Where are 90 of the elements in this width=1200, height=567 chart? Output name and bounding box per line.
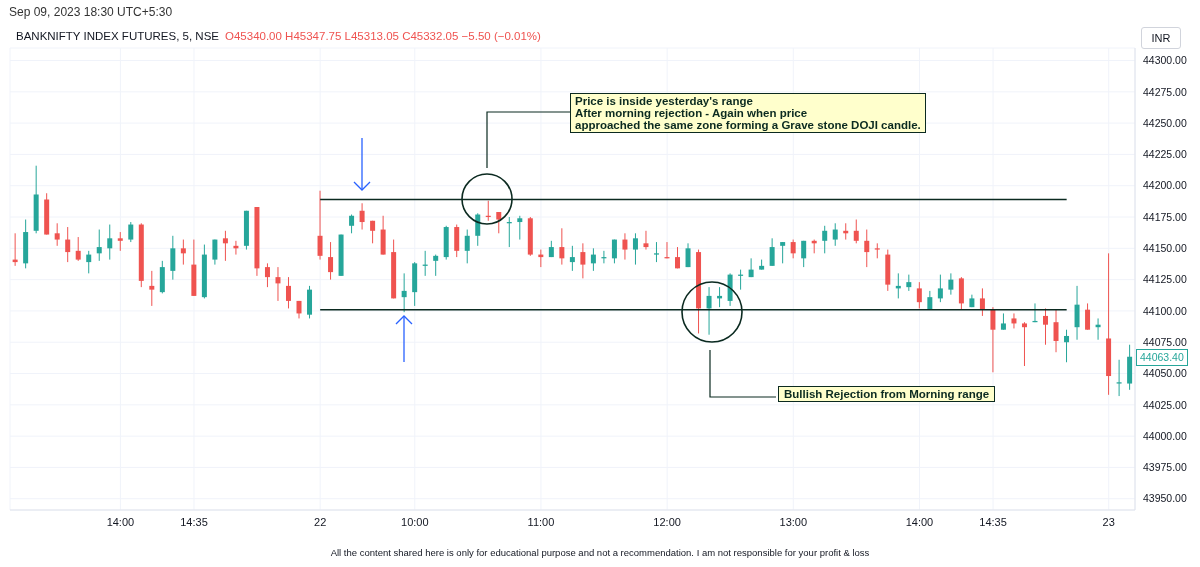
text: INR: [1141, 27, 1181, 49]
candlestick: [496, 211, 502, 234]
y-tick-label: 44275.00: [1143, 85, 1187, 98]
candlestick: [264, 262, 270, 288]
candlestick: [937, 274, 943, 303]
candlestick: [1074, 285, 1080, 341]
y-tick-label: 44150.00: [1143, 242, 1187, 255]
candlestick: [1085, 302, 1091, 331]
x-tick-label: 10:00: [401, 515, 429, 528]
y-tick-label: 44300.00: [1143, 54, 1187, 67]
candlestick: [180, 239, 186, 266]
candlestick: [170, 235, 176, 281]
y-tick-label: 44000.00: [1143, 429, 1187, 442]
y-tick-label: 44075.00: [1143, 335, 1187, 348]
candlestick: [769, 237, 775, 267]
candlestick: [464, 229, 470, 264]
y-tick-label: 44125.00: [1143, 273, 1187, 286]
text: Sep 09, 2023 18:30 UTC+5:30: [9, 5, 173, 19]
candlestick: [65, 226, 71, 263]
candlestick: [979, 287, 985, 317]
x-tick-label: 23: [1102, 515, 1115, 528]
x-tick-label: 13:00: [779, 515, 808, 528]
y-tick-label: 44025.00: [1143, 398, 1187, 411]
x-tick-label: 11:00: [527, 515, 555, 528]
candlestick: [117, 231, 123, 252]
annotation: Price is inside yesterday's range After morning rejection - Again when price approached the same zone forming a Grave stone DOJI candle.: [575, 95, 921, 131]
candlestick: [990, 306, 996, 373]
candlestick: [222, 230, 228, 262]
candlestick: [517, 215, 523, 241]
y-tick-label: 44100.00: [1143, 304, 1187, 317]
candlestick: [916, 281, 922, 309]
candlestick: [569, 245, 575, 272]
candlestick: [653, 241, 659, 263]
y-tick-label: 44175.00: [1143, 210, 1187, 223]
annotation: Bullish Rejection from Morning range: [778, 386, 996, 402]
candlestick: [212, 239, 218, 266]
candlestick: [706, 286, 712, 336]
x-tick-label: 14:35: [979, 515, 1007, 528]
y-tick-label: 44200.00: [1143, 179, 1187, 192]
x-tick-label: 14:35: [180, 515, 208, 528]
candlestick: [559, 227, 565, 266]
candlestick: [128, 221, 134, 243]
candlestick: [349, 214, 355, 234]
candlestick: [75, 236, 81, 262]
candlestick: [149, 270, 155, 307]
candlestick: [96, 229, 102, 262]
candlestick: [275, 266, 281, 302]
candlestick: [864, 229, 870, 268]
x-tick-label: 14:00: [106, 515, 135, 528]
candlestick: [622, 232, 628, 261]
candlestick: [780, 241, 786, 264]
text: 44063.40: [1136, 348, 1188, 366]
candlestick: [790, 239, 796, 259]
candlestick: [328, 241, 334, 281]
candlestick: [643, 230, 649, 251]
candlestick: [359, 202, 365, 231]
candlestick: [1116, 359, 1122, 397]
candlestick: [401, 272, 407, 313]
candlestick: [590, 247, 596, 272]
candlestick: [54, 222, 60, 247]
y-tick-label: 44250.00: [1143, 116, 1187, 129]
candlestick: [475, 212, 481, 247]
candlestick: [107, 224, 113, 261]
x-tick-label: 22: [314, 515, 327, 528]
candlestick: [86, 250, 92, 274]
candlestick: [632, 232, 638, 266]
x-tick-label: 14:00: [905, 515, 934, 528]
candlestick: [948, 272, 954, 296]
y-tick-label: 44050.00: [1143, 367, 1187, 380]
y-tick-label: 43950.00: [1143, 492, 1187, 505]
candlestick: [580, 242, 586, 279]
candlestick: [1064, 329, 1070, 363]
candlestick: [832, 222, 838, 247]
candlestick: [801, 240, 807, 268]
candlestick: [853, 219, 859, 244]
text: All the content shared here is only for educational purpose and not a recommendation. I am not responsible for your profit & loss: [329, 547, 871, 558]
candlestick: [1043, 307, 1048, 346]
chart-subtitle: O45340.00 H45347.75 L45313.05 C45332.05 −5.50 (−0.01%): [225, 30, 541, 42]
candlestick: [317, 190, 323, 261]
candlestick: [1053, 309, 1059, 353]
candlestick: [1011, 312, 1017, 329]
candlestick: [822, 225, 828, 254]
candlestick: [285, 276, 291, 309]
y-tick-label: 43975.00: [1143, 461, 1187, 474]
x-tick-label: 12:00: [653, 515, 681, 528]
y-tick-label: 44225.00: [1143, 148, 1187, 161]
candlestick: [1021, 321, 1027, 367]
chart-title: BANKNIFTY INDEX FUTURES, 5, NSE: [16, 30, 219, 42]
candlestick: [454, 224, 460, 258]
candlestick: [433, 254, 439, 277]
